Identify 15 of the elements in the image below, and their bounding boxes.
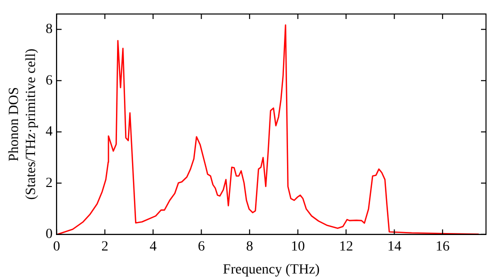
y-tick-label: 2 (46, 176, 53, 191)
x-tick-label: 10 (290, 239, 305, 254)
y-tick-label: 6 (46, 73, 53, 88)
x-tick-label: 16 (436, 239, 450, 254)
x-tick-label: 2 (101, 239, 108, 254)
x-tick-label: 12 (339, 239, 354, 254)
x-tick-label: 4 (150, 239, 157, 254)
y-tick-label: 8 (46, 22, 53, 38)
y-axis-title: Phonon DOS (States/THz·primitive cell) (7, 48, 39, 200)
x-tick-label: 14 (387, 239, 402, 254)
y-tick-label: 0 (46, 227, 53, 242)
y-tick-label: 4 (46, 124, 53, 140)
x-tick-label: 8 (246, 239, 254, 254)
x-tick-label: 6 (198, 239, 205, 254)
x-axis-title: Frequency (THz) (222, 262, 320, 278)
